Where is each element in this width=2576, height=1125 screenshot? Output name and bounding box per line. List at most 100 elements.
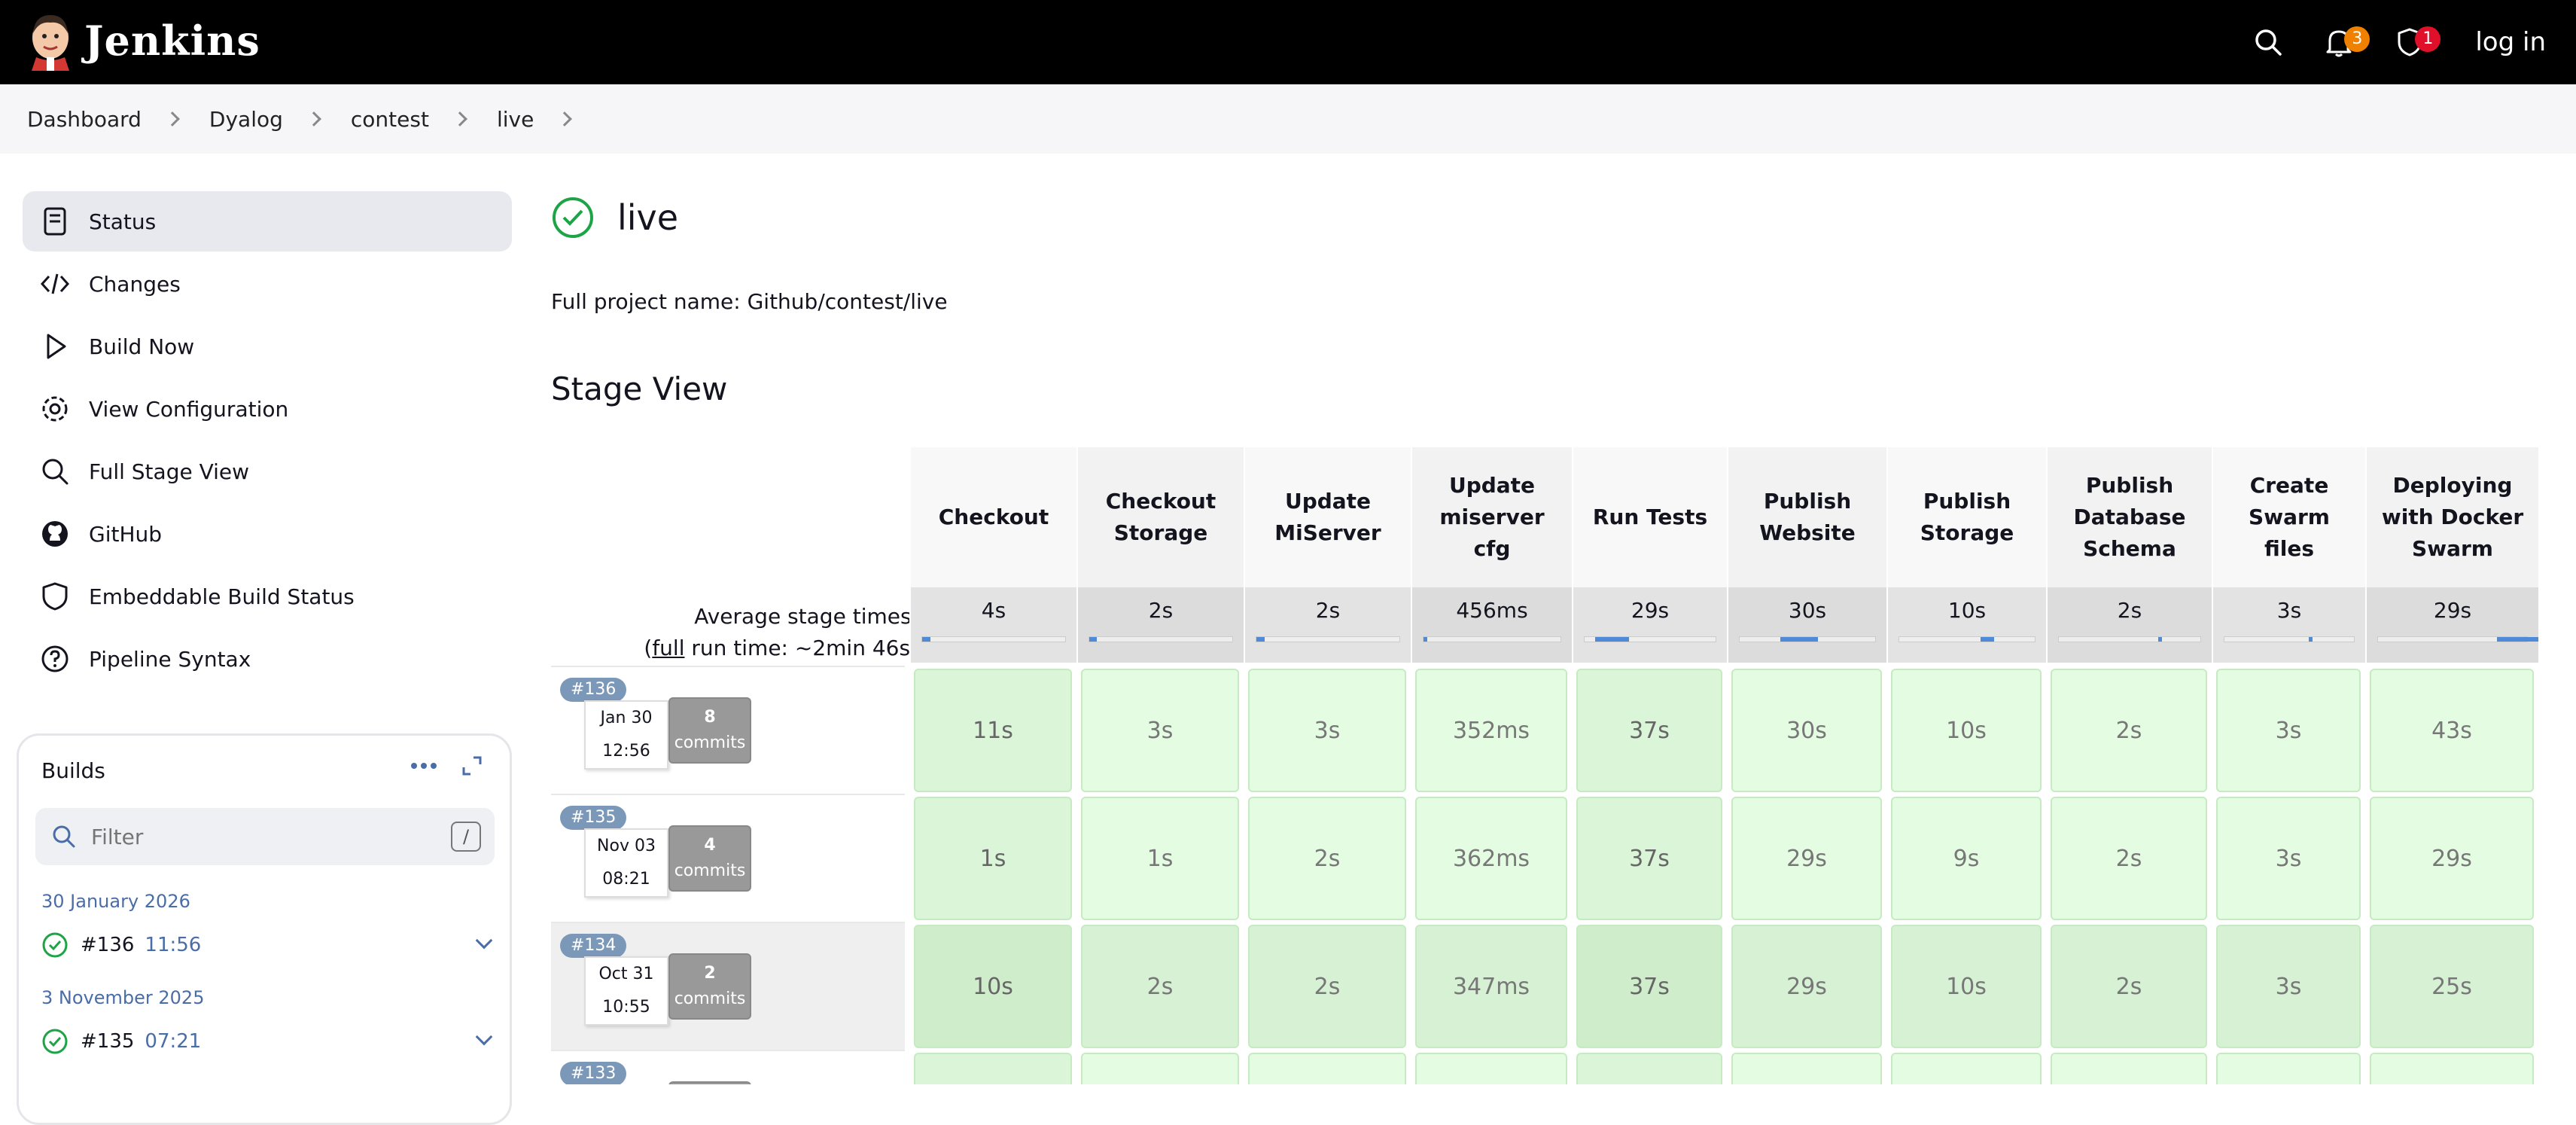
stage-header: Checkout bbox=[909, 447, 1076, 587]
stage-cell[interactable]: 10s bbox=[914, 925, 1072, 1048]
sidebar-item-full-stage-view[interactable]: Full Stage View bbox=[23, 441, 512, 502]
sidebar-item-label: View Configuration bbox=[89, 396, 289, 422]
sidebar-item-build-now[interactable]: Build Now bbox=[23, 316, 512, 377]
stage-header: Create Swarm files bbox=[2212, 447, 2365, 587]
stage-cell[interactable] bbox=[2216, 1053, 2361, 1084]
stage-cell[interactable] bbox=[1891, 1053, 2042, 1084]
stage-cell[interactable]: 10s bbox=[1891, 925, 2042, 1048]
search-icon bbox=[2255, 29, 2282, 56]
build-row-136[interactable]: #136 11:56 bbox=[41, 922, 501, 968]
stage-cell[interactable]: 347ms bbox=[1415, 925, 1567, 1048]
stage-cell[interactable]: 3s bbox=[2216, 669, 2361, 792]
breadcrumb-dashboard[interactable]: Dashboard bbox=[27, 106, 142, 132]
stage-cell[interactable]: 2s bbox=[1081, 925, 1239, 1048]
sidebar-item-github[interactable]: GitHub bbox=[23, 504, 512, 564]
jenkins-home-link[interactable]: Jenkins bbox=[27, 11, 260, 71]
stage-duration-bar bbox=[2224, 636, 2355, 642]
commits-button[interactable]: 2 commits bbox=[668, 953, 751, 1020]
commits-button[interactable]: 8 commits bbox=[668, 697, 751, 764]
sidebar-item-view-configuration[interactable]: View Configuration bbox=[23, 379, 512, 439]
build-time: 11:56 bbox=[145, 934, 202, 956]
chevron-right-icon[interactable] bbox=[557, 111, 573, 127]
stage-cell[interactable]: 2s bbox=[1248, 797, 1406, 920]
stage-cell[interactable] bbox=[1576, 1053, 1722, 1084]
chevron-down-icon[interactable] bbox=[475, 1028, 493, 1046]
success-icon bbox=[42, 932, 68, 958]
stage-duration-bar bbox=[1739, 636, 1876, 642]
stage-header: Update MiServer bbox=[1244, 447, 1411, 587]
sidebar-item-label: Build Now bbox=[89, 334, 195, 359]
status-icon bbox=[44, 207, 66, 236]
stage-cell[interactable]: 362ms bbox=[1415, 797, 1567, 920]
login-link[interactable]: log in bbox=[2475, 27, 2546, 57]
sidebar-item-pipeline-syntax[interactable]: Pipeline Syntax bbox=[23, 629, 512, 689]
stage-cell[interactable]: 1s bbox=[1081, 797, 1239, 920]
github-icon bbox=[42, 521, 68, 547]
chevron-down-icon[interactable] bbox=[475, 931, 493, 950]
notifications-button[interactable]: 3 bbox=[2319, 22, 2370, 62]
stage-cell[interactable]: 2s bbox=[2051, 925, 2207, 1048]
build-tag[interactable]: #136 bbox=[560, 678, 627, 702]
build-number: #136 bbox=[81, 934, 135, 956]
top-bar: Jenkins 3 1 log in bbox=[0, 0, 2576, 84]
build-tag[interactable]: #134 bbox=[560, 934, 627, 958]
build-tag[interactable]: #135 bbox=[560, 806, 627, 830]
commits-button[interactable] bbox=[668, 1081, 751, 1084]
stage-average-time: 30s bbox=[1727, 587, 1886, 663]
stage-cell[interactable]: 29s bbox=[2370, 797, 2534, 920]
stage-cell[interactable] bbox=[1081, 1053, 1239, 1084]
stage-cell[interactable]: 2s bbox=[2051, 669, 2207, 792]
average-stage-times-label: Average stage times: (full run time: ~2m… bbox=[644, 604, 918, 660]
breadcrumb-dyalog[interactable]: Dyalog bbox=[209, 106, 283, 132]
stage-cell[interactable]: 25s bbox=[2370, 925, 2534, 1048]
stage-cell[interactable] bbox=[1248, 1053, 1406, 1084]
stage-header: Publish Website bbox=[1727, 447, 1886, 587]
help-icon bbox=[41, 645, 69, 672]
stage-header: Checkout Storage bbox=[1076, 447, 1244, 587]
stage-cell[interactable]: 352ms bbox=[1415, 669, 1567, 792]
build-row-135[interactable]: #135 07:21 bbox=[41, 1019, 501, 1064]
stage-cell[interactable]: 29s bbox=[1731, 797, 1882, 920]
builds-filter-input[interactable] bbox=[91, 824, 430, 849]
stage-cell[interactable]: 3s bbox=[1081, 669, 1239, 792]
stage-cell[interactable] bbox=[2051, 1053, 2207, 1084]
security-badge: 1 bbox=[2415, 26, 2441, 52]
chevron-right-icon bbox=[306, 111, 321, 127]
stage-average-time: 2s bbox=[2046, 587, 2212, 663]
stage-cell[interactable]: 11s bbox=[914, 669, 1072, 792]
stage-cell[interactable]: 37s bbox=[1576, 669, 1722, 792]
breadcrumb-live[interactable]: live bbox=[496, 106, 534, 132]
sidebar-item-changes[interactable]: Changes bbox=[23, 254, 512, 314]
more-options-icon[interactable] bbox=[410, 762, 437, 770]
sidebar-item-label: GitHub bbox=[89, 521, 163, 547]
stage-cell[interactable]: 3s bbox=[2216, 925, 2361, 1048]
stage-cell[interactable] bbox=[914, 1053, 1072, 1084]
run-row: #135 Nov 03 08:21 4 commits bbox=[551, 794, 905, 922]
sidebar-item-status[interactable]: Status bbox=[23, 191, 512, 252]
stage-average-time: 3s bbox=[2212, 587, 2365, 663]
build-tag[interactable]: #133 bbox=[560, 1062, 627, 1084]
stage-cell[interactable]: 43s bbox=[2370, 669, 2534, 792]
commits-button[interactable]: 4 commits bbox=[668, 825, 751, 892]
sidebar-item-embeddable-build-status[interactable]: Embeddable Build Status bbox=[23, 566, 512, 627]
stage-cell[interactable]: 3s bbox=[1248, 669, 1406, 792]
stage-cell[interactable]: 30s bbox=[1731, 669, 1882, 792]
stage-cell[interactable]: 1s bbox=[914, 797, 1072, 920]
stage-cell[interactable]: 37s bbox=[1576, 797, 1722, 920]
stage-cell[interactable]: 9s bbox=[1891, 797, 2042, 920]
full-run-time-link[interactable]: full bbox=[652, 636, 685, 660]
expand-icon[interactable] bbox=[461, 755, 483, 776]
stage-cell[interactable] bbox=[1415, 1053, 1567, 1084]
stage-cell[interactable]: 3s bbox=[2216, 797, 2361, 920]
stage-cell[interactable]: 10s bbox=[1891, 669, 2042, 792]
breadcrumb-contest[interactable]: contest bbox=[350, 106, 429, 132]
security-button[interactable]: 1 bbox=[2389, 22, 2441, 62]
builds-filter: / bbox=[35, 808, 495, 865]
stage-cell[interactable]: 2s bbox=[1248, 925, 1406, 1048]
stage-cell[interactable]: 2s bbox=[2051, 797, 2207, 920]
stage-cell[interactable] bbox=[1731, 1053, 1882, 1084]
stage-cell[interactable]: 37s bbox=[1576, 925, 1722, 1048]
stage-cell[interactable]: 29s bbox=[1731, 925, 1882, 1048]
search-button[interactable] bbox=[2248, 22, 2288, 62]
stage-cell[interactable] bbox=[2370, 1053, 2534, 1084]
